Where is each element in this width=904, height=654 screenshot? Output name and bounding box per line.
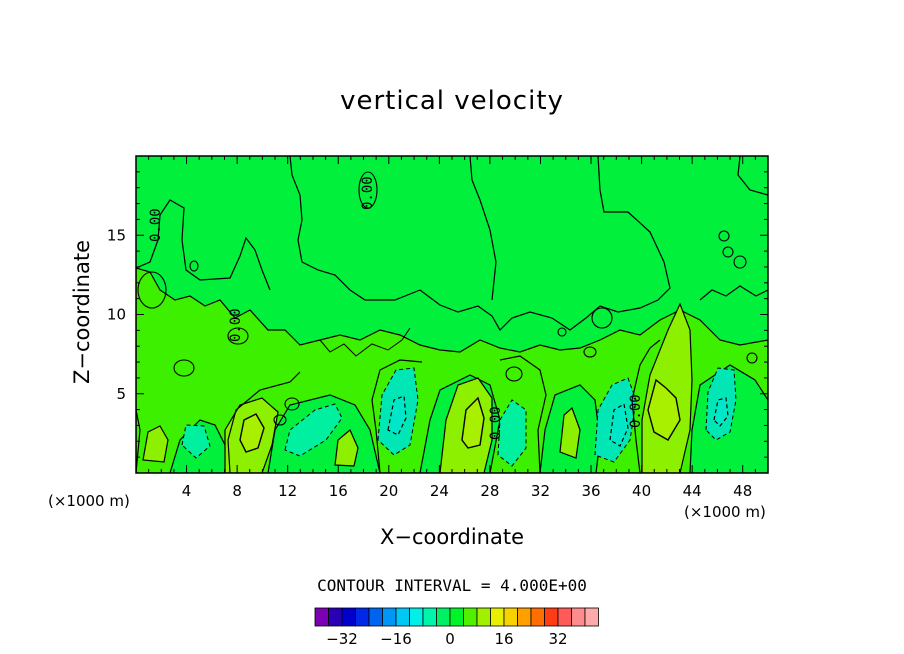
colorbar-swatch: [476, 607, 491, 627]
x-tick-label: 16: [329, 482, 348, 500]
contour-line: [371, 359, 423, 473]
colorbar-swatch: [382, 607, 397, 627]
contour-line: [718, 230, 730, 242]
x-tick-label: 8: [232, 482, 242, 500]
x-tick-label: 48: [733, 482, 752, 500]
x-tick-label: 20: [379, 482, 398, 500]
x-tick-label: 40: [632, 482, 651, 500]
contour-line: [583, 346, 597, 358]
x-tick-label: 28: [480, 482, 499, 500]
contour-interval-text: CONTOUR INTERVAL = 4.000E+00: [317, 576, 587, 595]
contour-line: [591, 307, 613, 329]
contour-line: [733, 255, 747, 269]
x-tick-label: 32: [531, 482, 550, 500]
colorbar-tick-label: 16: [494, 630, 513, 648]
colorbar-tick-label: −32: [326, 630, 358, 648]
contour-line: [746, 352, 758, 364]
colorbar-tick-label: 32: [548, 630, 567, 648]
x-tick-label: 12: [278, 482, 297, 500]
y-tick-label: 10: [107, 306, 126, 324]
downdraft-region: [181, 424, 211, 459]
contour-value-label: 0.00: [148, 208, 164, 242]
colorbar-swatch: [355, 607, 370, 627]
downdraft-region: [284, 403, 343, 457]
updraft-region: [239, 413, 265, 453]
contour-line: [505, 366, 523, 382]
contour-value-label: 0.00: [488, 406, 504, 440]
x-tick-label: 36: [581, 482, 600, 500]
contour-line: [469, 156, 497, 301]
contour-value-label: 0.00: [360, 176, 376, 210]
colorbar: −32 −16 0 16 32: [314, 607, 599, 648]
colorbar-swatch: [544, 607, 559, 627]
colorbar-swatch: [490, 607, 505, 627]
colorbar-swatch: [503, 607, 518, 627]
colorbar-swatch: [368, 607, 383, 627]
updraft-region: [461, 396, 485, 449]
downdraft-region: [387, 395, 407, 436]
updraft-region: [647, 378, 681, 441]
colorbar-swatch: [530, 607, 545, 627]
colorbar-swatch: [341, 607, 356, 627]
downdraft-region: [497, 399, 527, 467]
contour-line: [737, 156, 768, 196]
contour-line: [227, 327, 249, 345]
updraft-region: [559, 406, 581, 459]
colorbar-tick-label: 0: [445, 630, 455, 648]
x-axis-label: X−coordinate: [380, 525, 524, 549]
downdraft-region: [609, 403, 629, 447]
contour-line: [173, 359, 195, 377]
colorbar-swatch: [557, 607, 572, 627]
contour-line: [227, 371, 301, 473]
y-tick-label: 15: [107, 226, 126, 244]
chart-title: vertical velocity: [340, 86, 564, 116]
colorbar-swatch: [517, 607, 532, 627]
contour-line: [289, 156, 671, 331]
contour-line: [722, 246, 734, 258]
colorbar-swatch: [409, 607, 424, 627]
contour-line: [273, 414, 287, 426]
updraft-region: [142, 425, 169, 463]
y-tick-label: 5: [116, 385, 126, 403]
x-tick-label: 44: [683, 482, 702, 500]
updraft-region: [334, 429, 359, 467]
x-tick-label: 24: [430, 482, 449, 500]
downdraft-region: [713, 397, 729, 427]
contour-line: [699, 285, 768, 301]
colorbar-swatch: [422, 607, 437, 627]
contour-line: [284, 397, 300, 411]
x-tick-label: 4: [182, 482, 192, 500]
colorbar-swatch: [584, 607, 599, 627]
colorbar-swatch: [395, 607, 410, 627]
x-unit-left: (×1000 m): [48, 492, 130, 510]
colorbar-swatch: [449, 607, 464, 627]
contour-line: [136, 199, 271, 291]
contour-line: [631, 339, 661, 473]
contour-value-label: 0.00: [628, 394, 644, 428]
y-axis-label: Z−coordinate: [70, 240, 94, 384]
contour-line: [319, 327, 411, 357]
contour-line: [136, 409, 141, 473]
colorbar-swatch: [463, 607, 478, 627]
colorbar-swatch: [571, 607, 586, 627]
colorbar-swatch: [436, 607, 451, 627]
colorbar-tick-label: −16: [380, 630, 412, 648]
contour-line: [358, 171, 378, 209]
colorbar-swatch: [314, 607, 329, 627]
contour-value-label: 0.00: [228, 308, 244, 342]
contour-line: [499, 355, 547, 473]
contour-line: [189, 260, 199, 272]
x-unit-right: (×1000 m): [684, 503, 766, 521]
colorbar-swatch: [328, 607, 343, 627]
contour-line: [137, 271, 167, 309]
contour-line: [557, 327, 567, 337]
